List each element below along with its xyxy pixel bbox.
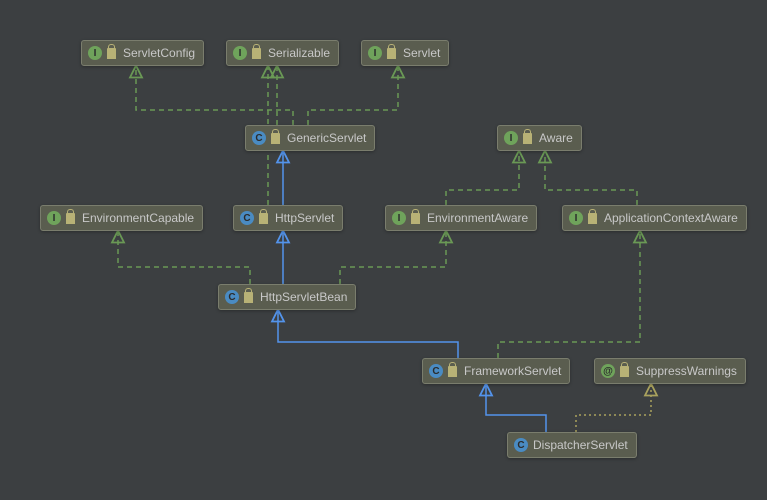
edge-DispatcherServlet-SuppressWarnings [576,385,651,432]
node-label: EnvironmentCapable [82,211,194,225]
node-label: Serializable [268,46,330,60]
interface-icon: I [88,46,102,60]
node-Aware[interactable]: I Aware [497,125,582,151]
node-label: ApplicationContextAware [604,211,738,225]
interface-icon: I [47,211,61,225]
node-HttpServletBean[interactable]: C HttpServletBean [218,284,356,310]
edge-GenericServlet-Servlet [308,67,398,125]
edge-FrameworkServlet-HttpServletBean [278,311,458,358]
node-label: GenericServlet [287,131,366,145]
class-icon: C [514,438,528,452]
lock-icon [107,48,116,59]
node-GenericServlet[interactable]: C GenericServlet [245,125,375,151]
node-label: DispatcherServlet [533,438,628,452]
node-label: Aware [539,131,573,145]
lock-icon [271,133,280,144]
lock-icon [620,366,629,377]
node-SuppressWarnings[interactable]: @ SuppressWarnings [594,358,746,384]
node-ApplicationContextAware[interactable]: I ApplicationContextAware [562,205,747,231]
node-label: Servlet [403,46,440,60]
node-Serializable[interactable]: I Serializable [226,40,339,66]
lock-icon [411,213,420,224]
lock-icon [588,213,597,224]
node-EnvironmentAware[interactable]: I EnvironmentAware [385,205,537,231]
lock-icon [523,133,532,144]
node-ServletConfig[interactable]: I ServletConfig [81,40,204,66]
edge-ApplicationContextAware-Aware [545,152,637,205]
interface-icon: I [368,46,382,60]
node-label: FrameworkServlet [464,364,561,378]
node-EnvironmentCapable[interactable]: I EnvironmentCapable [40,205,203,231]
interface-icon: I [392,211,406,225]
node-DispatcherServlet[interactable]: C DispatcherServlet [507,432,637,458]
edge-GenericServlet-ServletConfig [136,67,293,125]
interface-icon: I [569,211,583,225]
lock-icon [244,292,253,303]
lock-icon [448,366,457,377]
class-icon: C [240,211,254,225]
node-label: EnvironmentAware [427,211,528,225]
node-label: SuppressWarnings [636,364,737,378]
annotation-icon: @ [601,364,615,378]
class-icon: C [429,364,443,378]
node-label: HttpServlet [275,211,334,225]
interface-icon: I [504,131,518,145]
node-Servlet[interactable]: I Servlet [361,40,449,66]
class-icon: C [225,290,239,304]
edges-layer [0,0,767,500]
edge-DispatcherServlet-FrameworkServlet [486,385,546,432]
lock-icon [66,213,75,224]
interface-icon: I [233,46,247,60]
node-label: HttpServletBean [260,290,347,304]
lock-icon [387,48,396,59]
node-label: ServletConfig [123,46,195,60]
lock-icon [252,48,261,59]
lock-icon [259,213,268,224]
edge-HttpServletBean-EnvironmentCapable [118,232,250,284]
edge-EnvironmentAware-Aware [446,152,519,205]
edge-HttpServletBean-EnvironmentAware [340,232,446,284]
node-HttpServlet[interactable]: C HttpServlet [233,205,343,231]
class-icon: C [252,131,266,145]
edge-FrameworkServlet-ApplicationContextAware [498,232,640,358]
node-FrameworkServlet[interactable]: C FrameworkServlet [422,358,570,384]
